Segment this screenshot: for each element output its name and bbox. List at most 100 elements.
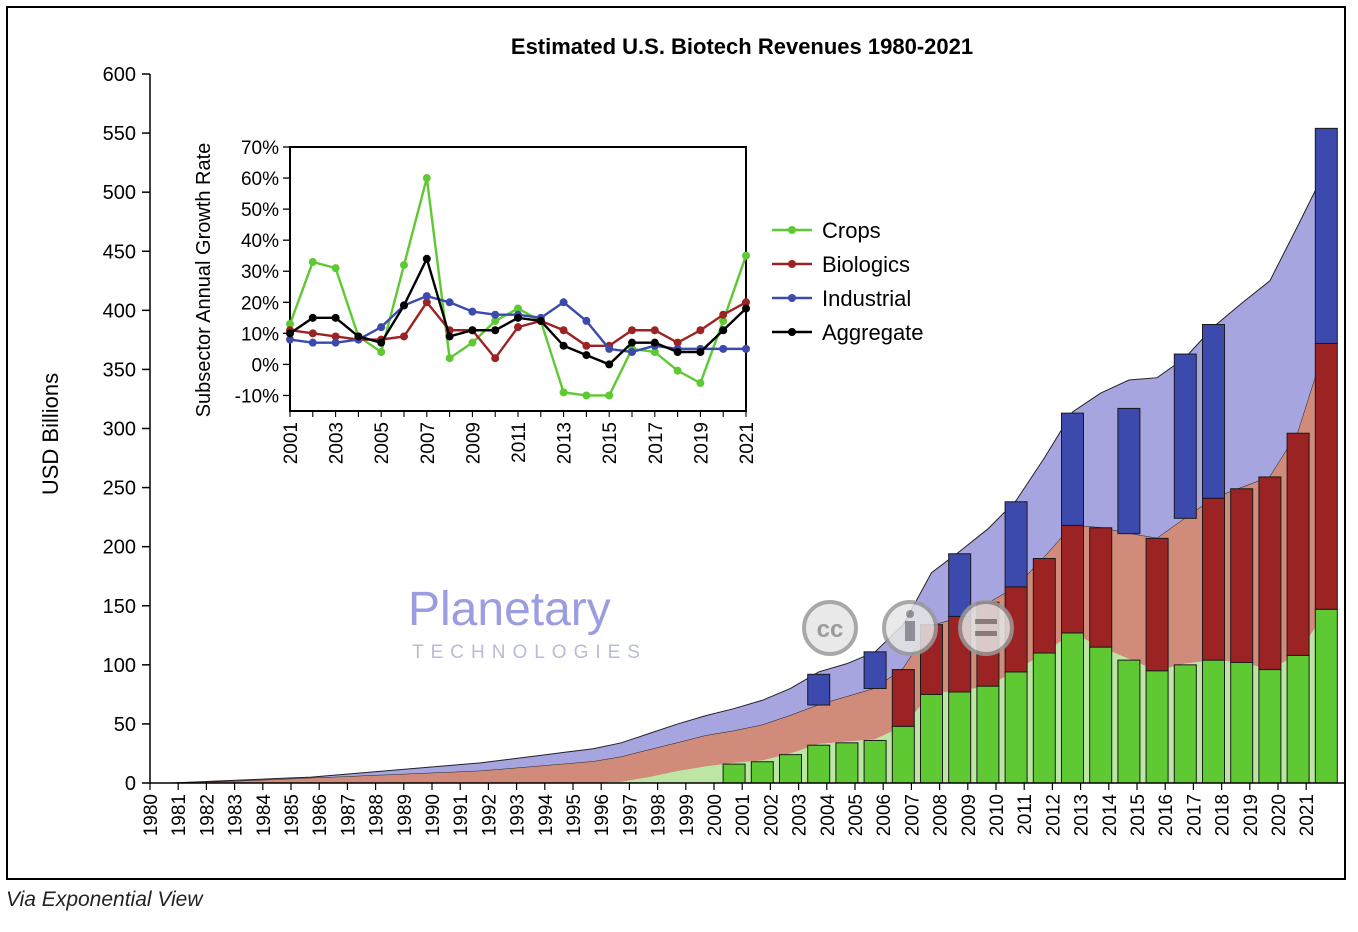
point-industrial-2001 [286,335,294,344]
bar-biologics-2019 [1258,476,1282,671]
bar-industrial-2021 [1314,127,1338,344]
x-tick-label-2002: 2002 [761,794,782,836]
x-tick-label-2006: 2006 [874,794,895,836]
point-industrial-2002 [308,338,317,347]
bar-crops-2017 [1202,659,1225,784]
point-biologics-2011 [514,323,522,332]
inset-y-tick-label-50: 50% [241,200,279,221]
y-tick-label-50: 50 [114,714,136,736]
x-tick-label-1985: 1985 [282,794,303,836]
bar-biologics-2015 [1145,537,1169,672]
x-tick-label-1983: 1983 [226,794,247,836]
y-tick-label-300: 300 [103,419,136,441]
x-tick-label-2009: 2009 [959,794,980,836]
y-tick-label-450: 450 [103,241,136,263]
x-tick-label-2017: 2017 [1184,794,1205,836]
point-industrial-2008 [445,298,454,307]
point-biologics-2021 [742,298,750,307]
growth-rate-inset: -10% 0% 10% 20% 30% 40% 50% 60% 70% 2001 2003 2005 2… [193,138,924,464]
bar-crops-2003 [807,744,831,784]
point-crops-2005 [377,347,386,356]
point-industrial-2005 [377,323,386,332]
bar-biologics-2020 [1286,432,1310,656]
point-industrial-2021 [742,344,750,353]
point-biologics-2017 [650,326,659,335]
x-tick-label-1997: 1997 [620,794,641,836]
bar-industrial-2012 [1061,412,1084,526]
point-aggregate-2008 [445,332,454,341]
point-crops-2008 [445,354,454,363]
y-tick-label-400: 400 [103,300,136,322]
watermark: Planetary TECHNOLOGIES cc [408,583,1014,663]
inset-lines [286,174,750,400]
inset-y-tick-label-30: 30% [241,262,279,283]
point-crops-2006 [400,261,408,270]
cc-icon: cc [802,600,858,656]
bar-industrial-2008 [948,553,972,617]
inset-y-tick-label-70: 70% [241,138,279,159]
x-tick-label-2020: 2020 [1269,794,1290,836]
bar-crops-2019 [1258,669,1282,784]
point-aggregate-2017 [650,338,659,347]
point-industrial-2014 [582,316,591,325]
point-biologics-2016 [628,326,636,335]
inset-legend: Crops Biologics Industrial Aggregate [772,218,924,345]
y-tick-label-100: 100 [103,655,136,677]
y-tick-label-0: 0 [125,773,136,795]
point-aggregate-2004 [354,332,363,341]
revenue-chart: Planetary TECHNOLOGIES cc 05010015020025… [38,34,1344,836]
y-tick-label-200: 200 [103,537,136,559]
bar-biologics-2012 [1061,524,1084,634]
point-industrial-2003 [331,338,340,347]
x-tick-label-2010: 2010 [987,794,1008,836]
point-biologics-2018 [673,338,682,347]
point-industrial-2010 [491,310,500,319]
inset-y-tick-label-0: 0% [252,355,280,376]
y-tick-label-250: 250 [103,478,136,500]
point-industrial-2007 [422,292,431,301]
inset-x-tick-label-2009: 2009 [463,422,484,464]
x-tick-label-2001: 2001 [733,794,754,836]
bar-crops-2014 [1117,659,1141,784]
chart-title: Estimated U.S. Biotech Revenues 1980-202… [511,34,973,59]
point-biologics-2013 [559,326,568,335]
point-industrial-2013 [559,298,568,307]
bar-crops-2006 [891,725,915,784]
x-tick-label-1993: 1993 [508,794,529,836]
point-biologics-2006 [400,332,408,341]
point-aggregate-2011 [514,313,522,322]
point-aggregate-2010 [491,326,500,335]
bar-crops-2020 [1286,654,1310,784]
point-crops-2011 [514,304,522,313]
x-tick-label-1991: 1991 [451,794,472,836]
inset-x-tick-label-2001: 2001 [281,422,302,464]
x-tick-label-1994: 1994 [536,794,557,837]
point-biologics-2019 [696,326,705,335]
x-tick-label-2008: 2008 [931,794,952,836]
bar-biologics-2011 [1032,557,1056,654]
point-aggregate-2002 [308,313,317,322]
bar-crops-2001 [750,761,774,784]
point-biologics-2020 [719,310,728,319]
bar-crops-2016 [1173,664,1197,784]
x-tick-label-2018: 2018 [1213,794,1234,836]
point-crops-2020 [719,316,728,325]
point-crops-2017 [650,347,659,356]
inset-x-tick-label-2011: 2011 [509,422,530,463]
x-tick-label-2015: 2015 [1128,794,1149,836]
x-tick-label-2011: 2011 [1015,794,1036,835]
point-industrial-2009 [468,307,477,316]
chart-frame: Planetary TECHNOLOGIES cc 0 50 100 150 200 25… [6,6,1346,880]
legend-label-aggregate: Aggregate [822,320,924,345]
inset-x-tick-label-2017: 2017 [646,422,667,464]
inset-y-tick-label-60: 60% [241,169,279,190]
x-tick-label-2019: 2019 [1241,794,1262,836]
main-axes: 0 50 100 150 200 250 300 350 400 450 500 550 600 1980… [103,64,1344,836]
x-tick-label-1984: 1984 [254,794,275,837]
point-aggregate-2019 [696,347,705,356]
bar-crops-2013 [1089,646,1113,784]
inset-plot-area [289,146,747,412]
bar-biologics-2021 [1314,342,1338,610]
point-crops-2007 [422,174,431,183]
legend-label-industrial: Industrial [822,286,911,311]
